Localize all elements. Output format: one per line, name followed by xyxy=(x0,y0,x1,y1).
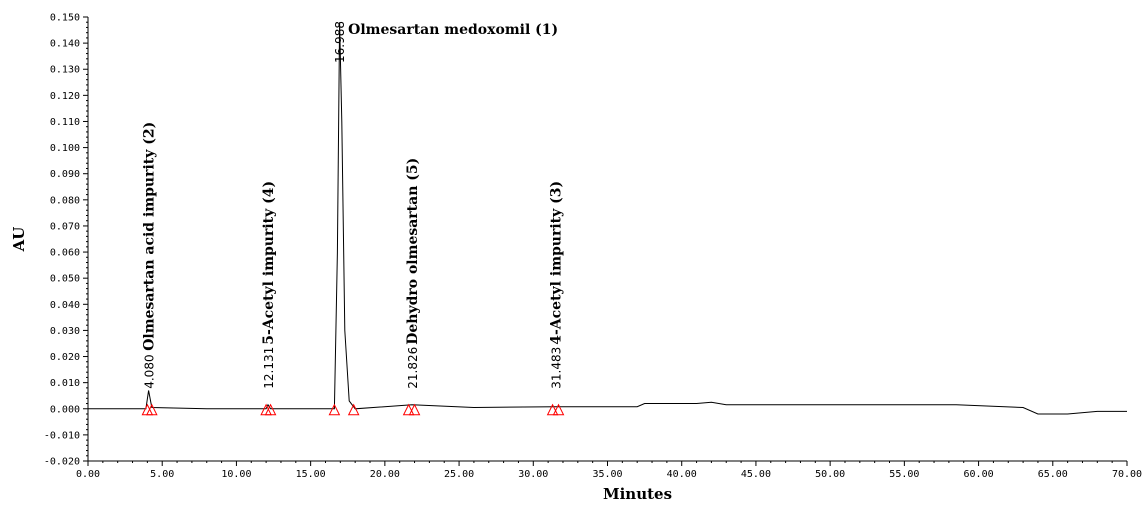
x-axis-title: Minutes xyxy=(603,485,672,503)
peak-rt-label: 21.826 xyxy=(406,347,420,389)
peak-rt-label: 31.483 xyxy=(549,347,563,389)
peak-name-label: Dehydro olmesartan (5) xyxy=(405,158,421,345)
peak-name-label: 5-Acetyl impurity (4) xyxy=(261,181,277,345)
x-tick-label: 70.00 xyxy=(1112,469,1142,480)
x-tick-label: 60.00 xyxy=(964,469,994,480)
integration-marker xyxy=(552,403,565,416)
y-tick-label: 0.020 xyxy=(50,352,80,363)
peak-name-label: Olmesartan medoxomil (1) xyxy=(348,22,558,38)
x-tick-label: 10.00 xyxy=(221,469,251,480)
y-tick-label: 0.120 xyxy=(50,91,80,102)
x-tick-label: 40.00 xyxy=(667,469,697,480)
y-axis-title: AU xyxy=(10,227,28,253)
y-tick-label: 0.000 xyxy=(50,404,80,415)
x-tick-label: 0.00 xyxy=(76,469,100,480)
y-tick-label: 0.100 xyxy=(50,143,80,154)
y-tick-label: 0.110 xyxy=(50,117,80,128)
y-tick-label: 0.080 xyxy=(50,195,80,206)
peak-rt-label: 16.988 xyxy=(333,21,347,63)
y-tick-label: 0.070 xyxy=(50,221,80,232)
integration-marker xyxy=(402,403,415,416)
x-tick-label: 30.00 xyxy=(518,469,548,480)
y-tick-label: -0.020 xyxy=(44,457,80,468)
y-tick-label: -0.010 xyxy=(44,430,80,441)
x-tick-label: 45.00 xyxy=(741,469,771,480)
integration-marker xyxy=(328,403,341,416)
integration-marker xyxy=(347,403,360,416)
x-tick-label: 50.00 xyxy=(815,469,845,480)
y-tick-label: 0.050 xyxy=(50,274,80,285)
x-tick-label: 15.00 xyxy=(296,469,326,480)
y-tick-label: 0.150 xyxy=(50,13,80,24)
y-tick-label: 0.090 xyxy=(50,169,80,180)
peak-name-label: 4-Acetyl impurity (3) xyxy=(548,181,564,345)
integration-marker xyxy=(408,403,421,416)
x-tick-label: 35.00 xyxy=(592,469,622,480)
x-axis-ticks: 0.00 5.00 10.00 15.00 20.00 25.00 30.00 35.00 40… xyxy=(76,461,1142,480)
y-axis-ticks: -0.020 -0.010 0.000 0.010 0.020 0.030 0.040 0.0… xyxy=(44,13,88,468)
y-tick-label: 0.010 xyxy=(50,378,80,389)
integration-markers xyxy=(141,403,565,416)
peak-labels: 4.080 Olmesartan acid impurity (2) 12.131 5… xyxy=(142,21,565,389)
x-tick-label: 20.00 xyxy=(370,469,400,480)
integration-marker xyxy=(546,403,559,416)
y-tick-label: 0.060 xyxy=(50,248,80,259)
integration-marker xyxy=(264,403,277,416)
y-tick-label: 0.030 xyxy=(50,326,80,337)
y-tick-label: 0.040 xyxy=(50,300,80,311)
peak-name-label: Olmesartan acid impurity (2) xyxy=(142,122,158,351)
chromatogram-trace xyxy=(88,22,1127,415)
peak-rt-label: 12.131 xyxy=(262,347,276,389)
y-tick-label: 0.130 xyxy=(50,65,80,76)
peak-rt-label: 4.080 xyxy=(143,354,157,388)
integration-marker xyxy=(146,403,158,416)
y-tick-label: 0.140 xyxy=(50,39,80,50)
x-tick-label: 5.00 xyxy=(150,469,174,480)
x-tick-label: 55.00 xyxy=(889,469,919,480)
x-tick-label: 65.00 xyxy=(1038,469,1068,480)
x-tick-label: 25.00 xyxy=(444,469,474,480)
